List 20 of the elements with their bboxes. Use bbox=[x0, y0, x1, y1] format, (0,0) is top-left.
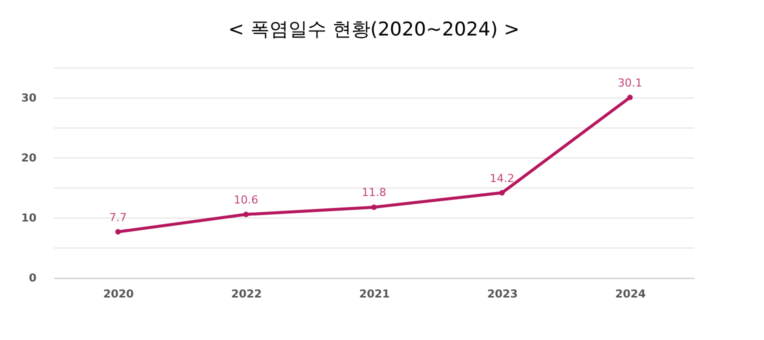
x-tick-label: 2023 bbox=[487, 288, 518, 300]
data-label: 14.2 bbox=[490, 172, 514, 185]
chart-title: < 폭염일수 현황(2020~2024) > bbox=[228, 18, 520, 40]
x-tick-label: 2022 bbox=[231, 288, 262, 300]
y-tick-label: 10 bbox=[21, 212, 37, 224]
point bbox=[499, 190, 505, 196]
y-tick-label: 0 bbox=[28, 272, 37, 284]
data-label: 10.6 bbox=[234, 193, 258, 206]
y-tick-label: 20 bbox=[21, 152, 37, 164]
y-tick-label: 30 bbox=[21, 92, 37, 104]
x-tick-label: 2021 bbox=[359, 288, 390, 300]
data-label: 11.8 bbox=[362, 186, 386, 200]
point bbox=[115, 229, 121, 235]
point bbox=[371, 204, 377, 210]
point bbox=[243, 212, 249, 218]
data-label: 7.7 bbox=[109, 210, 127, 224]
point bbox=[627, 94, 633, 100]
x-tick-label: 2024 bbox=[615, 288, 646, 300]
data-label: 30.1 bbox=[618, 76, 642, 90]
x-tick-label: 2020 bbox=[103, 288, 134, 300]
